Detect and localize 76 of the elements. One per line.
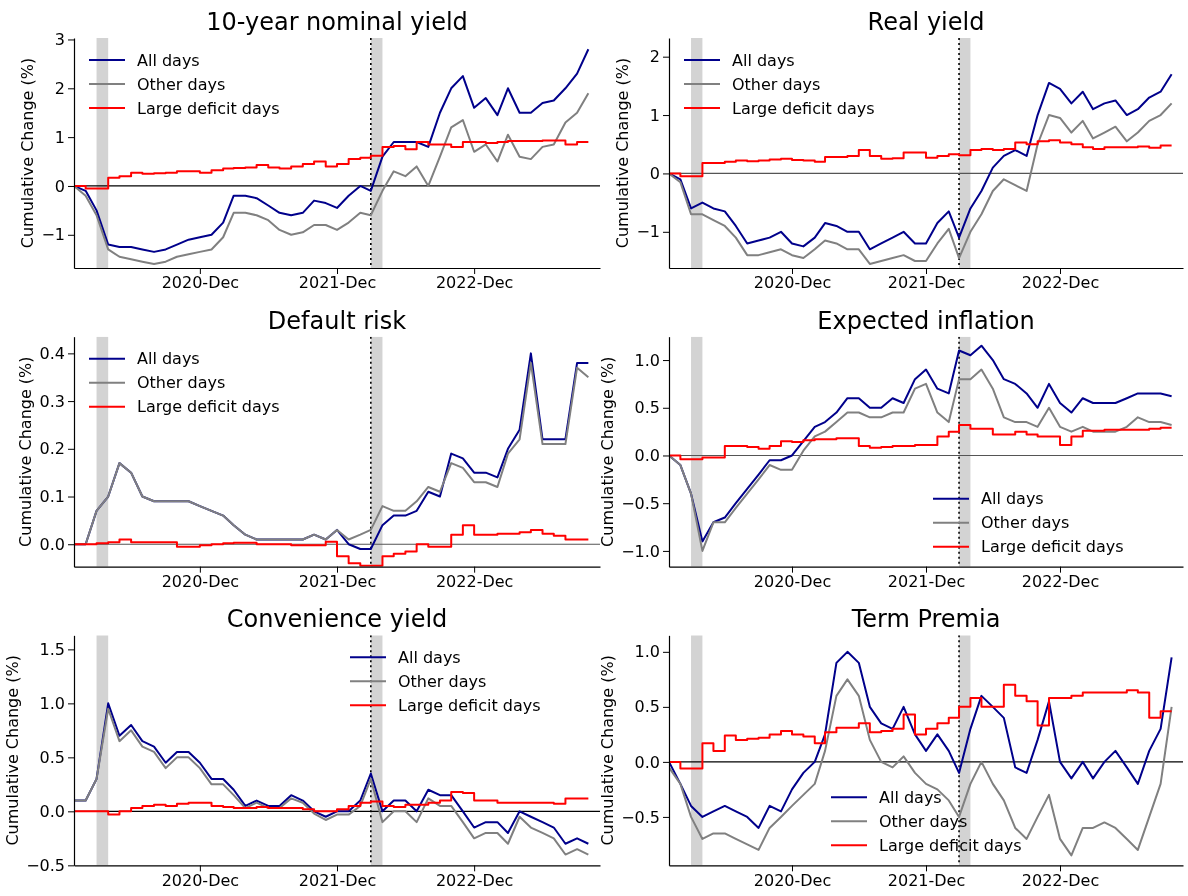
y-tick-label: −1.0 xyxy=(621,541,660,561)
x-tick-label: 2021-Dec xyxy=(887,273,966,293)
legend-label: Large deficit days xyxy=(879,835,1022,855)
chart-title: Real yield xyxy=(867,8,985,36)
x-tick-label: 2022-Dec xyxy=(1021,572,1100,592)
x-tick-label: 2022-Dec xyxy=(435,870,514,890)
legend-label: Large deficit days xyxy=(137,397,280,417)
x-tick-label: 2022-Dec xyxy=(435,273,514,293)
legend-label: Large deficit days xyxy=(398,695,541,715)
legend-label: All days xyxy=(981,489,1044,509)
legend-label: All days xyxy=(137,50,200,70)
chart-title: 10-year nominal yield xyxy=(206,8,468,36)
y-axis-title: Cumulative Change (%) xyxy=(612,57,632,249)
x-tick-label: 2021-Dec xyxy=(298,870,377,890)
y-tick-label: −0.5 xyxy=(621,493,660,513)
y-axis-title: Cumulative Change (%) xyxy=(2,655,22,846)
y-tick-label: 2 xyxy=(649,47,660,67)
y-tick-label: 0.0 xyxy=(39,801,65,821)
y-tick-label: 1.0 xyxy=(39,693,65,713)
y-tick-label: 1 xyxy=(54,127,65,147)
chart-title: Default risk xyxy=(267,306,407,335)
legend-label: Large deficit days xyxy=(981,537,1124,557)
y-tick-label: 0.0 xyxy=(634,446,660,466)
y-tick-label: 0.4 xyxy=(39,343,65,363)
x-tick-label: 2021-Dec xyxy=(887,870,966,890)
y-tick-label: 1.0 xyxy=(634,642,660,662)
y-tick-label: 3 xyxy=(54,30,65,50)
x-tick-label: 2021-Dec xyxy=(887,572,966,592)
chart-title: Convenience yield xyxy=(226,605,448,634)
x-tick-label: 2020-Dec xyxy=(753,870,832,890)
y-tick-label: 1.5 xyxy=(39,639,65,659)
y-tick-label: 1.0 xyxy=(634,350,660,370)
legend-label: Other days xyxy=(732,74,821,94)
x-tick-label: 2022-Dec xyxy=(1021,273,1100,293)
y-tick-label: −1 xyxy=(41,225,65,245)
y-axis-title: Cumulative Change (%) xyxy=(17,57,37,249)
y-axis-title: Cumulative Change (%) xyxy=(597,655,617,846)
y-tick-label: 1 xyxy=(649,105,660,125)
x-tick-label: 2020-Dec xyxy=(753,273,832,293)
y-tick-label: 0.1 xyxy=(39,487,65,507)
x-tick-label: 2020-Dec xyxy=(161,572,240,592)
y-axis-title: Cumulative Change (%) xyxy=(16,356,36,547)
legend-label: Large deficit days xyxy=(137,98,280,118)
x-tick-label: 2022-Dec xyxy=(435,572,514,592)
x-tick-label: 2021-Dec xyxy=(298,273,377,293)
y-tick-label: 0.5 xyxy=(39,747,65,767)
x-tick-label: 2020-Dec xyxy=(161,273,240,293)
y-tick-label: 0.3 xyxy=(39,391,65,411)
y-tick-label: 0.5 xyxy=(634,697,660,717)
y-tick-label: 0.0 xyxy=(634,752,660,772)
y-tick-label: 0 xyxy=(54,176,65,196)
y-tick-label: 0.0 xyxy=(39,534,65,554)
legend-label: All days xyxy=(398,647,461,667)
y-tick-label: −0.5 xyxy=(621,807,660,827)
legend-label: Large deficit days xyxy=(732,98,875,118)
chart-title: Term Premia xyxy=(850,605,1001,634)
y-tick-label: −1 xyxy=(636,222,660,242)
legend-label: All days xyxy=(879,787,942,807)
x-tick-label: 2022-Dec xyxy=(1021,870,1100,890)
y-tick-label: 2 xyxy=(54,78,65,98)
legend-label: Other days xyxy=(981,513,1070,533)
x-tick-label: 2020-Dec xyxy=(161,870,240,890)
y-tick-label: 0 xyxy=(649,164,660,184)
legend-label: All days xyxy=(732,50,795,70)
chart-title: Expected inflation xyxy=(817,306,1035,335)
x-tick-label: 2021-Dec xyxy=(298,572,377,592)
legend-label: All days xyxy=(137,349,200,369)
legend-label: Other days xyxy=(879,811,968,831)
y-tick-label: 0.2 xyxy=(39,439,65,459)
legend-label: Other days xyxy=(137,74,226,94)
legend-label: Other days xyxy=(137,373,226,393)
y-tick-label: 0.5 xyxy=(634,398,660,418)
y-axis-title: Cumulative Change (%) xyxy=(597,356,617,547)
y-tick-label: −0.5 xyxy=(26,855,65,875)
x-tick-label: 2020-Dec xyxy=(753,572,832,592)
legend-label: Other days xyxy=(398,671,487,691)
